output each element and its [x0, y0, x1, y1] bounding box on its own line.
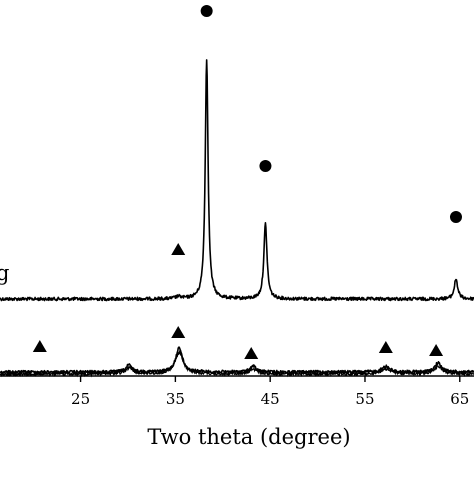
circle-marker [259, 160, 272, 172]
triangle-marker [429, 344, 444, 356]
triangle-marker [32, 340, 47, 352]
series-line-1 [0, 346, 474, 375]
circle-marker [200, 5, 213, 17]
series-line-0 [0, 59, 474, 302]
circle-marker [449, 211, 462, 223]
series-line-1-trace [0, 349, 474, 378]
series-layer [0, 59, 474, 378]
x-tick-label: 65 [450, 390, 469, 408]
x-tick-label: 35 [166, 390, 185, 408]
triangle-marker [378, 341, 393, 353]
marker-layer [32, 5, 462, 359]
x-tick-label: 55 [355, 390, 374, 408]
x-tick-layer: 25 35 45 55 65 [71, 376, 469, 408]
series-label-upper: g [0, 261, 9, 285]
x-axis-title: Two theta (degree) [147, 425, 350, 449]
triangle-marker [171, 326, 186, 338]
x-tick-label: 25 [71, 390, 90, 408]
triangle-marker [244, 347, 259, 359]
triangle-marker [171, 243, 186, 255]
x-tick-label: 45 [261, 390, 280, 408]
